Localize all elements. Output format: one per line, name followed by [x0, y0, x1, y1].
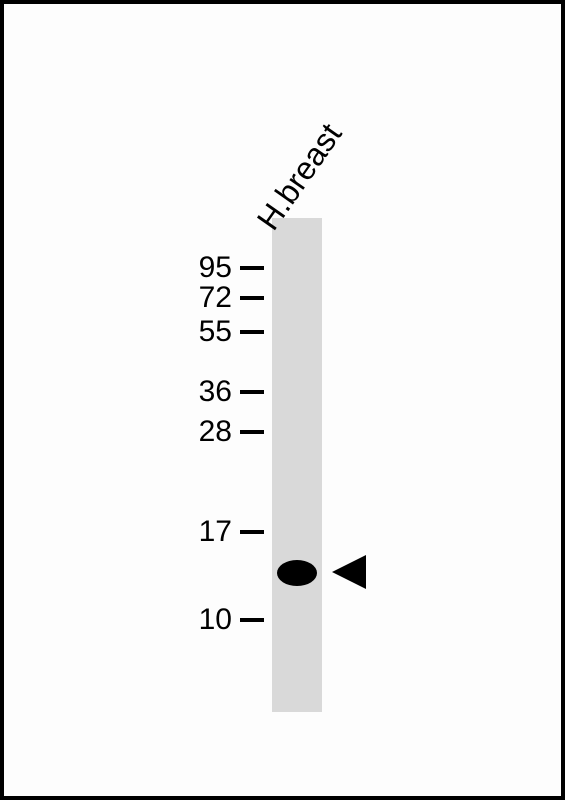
protein-band: [277, 560, 317, 586]
mw-tick: [240, 430, 264, 434]
blot-lane: [272, 218, 322, 712]
mw-label: 95: [199, 251, 232, 285]
mw-tick: [240, 390, 264, 394]
mw-tick: [240, 330, 264, 334]
band-pointer-arrow-icon: [332, 555, 366, 589]
mw-label: 55: [199, 315, 232, 349]
mw-label: 28: [199, 415, 232, 449]
mw-tick: [240, 296, 264, 300]
mw-tick: [240, 530, 264, 534]
mw-label: 17: [199, 515, 232, 549]
mw-label: 36: [199, 375, 232, 409]
mw-tick: [240, 618, 264, 622]
mw-tick: [240, 266, 264, 270]
mw-label: 10: [199, 603, 232, 637]
mw-label: 72: [199, 281, 232, 315]
